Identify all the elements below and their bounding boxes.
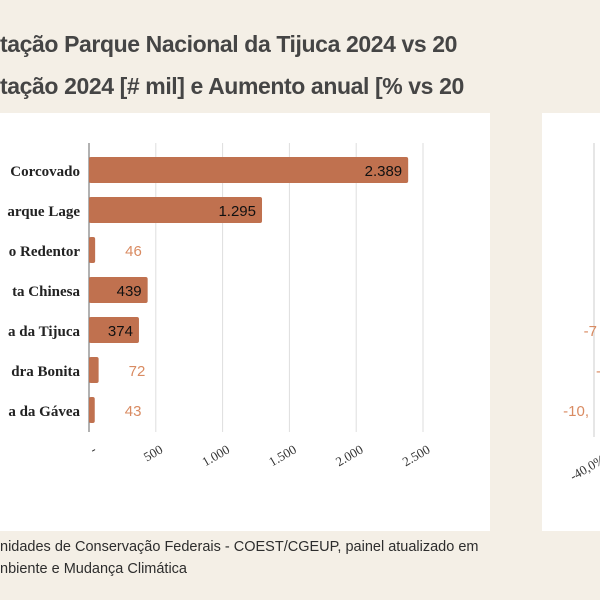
bar	[89, 397, 95, 423]
x-tick-label: 500	[141, 442, 165, 465]
data-label: 43	[125, 403, 142, 420]
category-label: a da Gávea	[8, 404, 80, 420]
source-line-1: nidades de Conservação Federais - COEST/…	[0, 539, 479, 555]
data-label: 2.389	[365, 163, 403, 180]
bar	[89, 317, 139, 343]
x-tick-label: 2.500	[400, 442, 433, 470]
chart-title: tação Parque Nacional da Tijuca 2024 vs …	[0, 31, 458, 57]
right-data-label: -	[596, 363, 600, 380]
x-tick-label: -	[87, 442, 98, 457]
data-label: 439	[117, 283, 142, 300]
data-label: 374	[108, 323, 133, 340]
bar	[89, 157, 409, 183]
right-data-label: -10,	[563, 403, 589, 420]
right-data-label: -7	[584, 323, 597, 340]
category-label: ta Chinesa	[12, 284, 80, 300]
category-label: o Redentor	[9, 244, 81, 260]
bar	[89, 277, 148, 303]
category-label: a da Tijuca	[8, 324, 80, 340]
category-label: arque Lage	[7, 204, 80, 220]
data-label: 46	[125, 243, 142, 260]
source-line-2: nbiente e Mudança Climática	[0, 561, 187, 577]
data-label: 1.295	[218, 203, 256, 220]
right-chart-panel	[542, 113, 600, 531]
chart-subtitle: tação 2024 [# mil] e Aumento anual [% vs…	[0, 73, 464, 99]
right-x-tick-label: -40,0%	[567, 452, 600, 484]
x-tick-label: 1.000	[199, 442, 232, 470]
bar	[89, 197, 263, 223]
x-tick-label: 2.000	[333, 442, 366, 470]
data-label: 72	[129, 363, 146, 380]
x-tick-label: 1.500	[266, 442, 299, 470]
bar	[89, 237, 96, 263]
category-label: Corcovado	[10, 164, 80, 180]
category-label: dra Bonita	[11, 364, 80, 380]
bar	[89, 357, 99, 383]
